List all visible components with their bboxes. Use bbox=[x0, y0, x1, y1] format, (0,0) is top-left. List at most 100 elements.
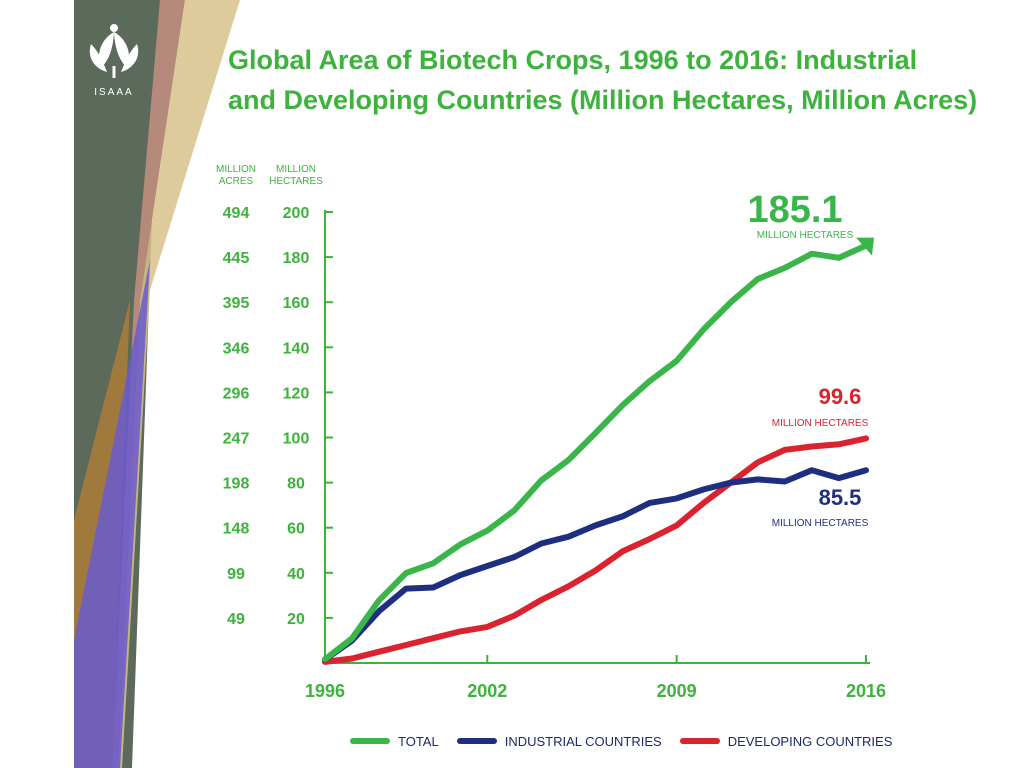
isaaa-logo: ISAAA bbox=[78, 22, 150, 98]
chart-title-line-2: and Developing Countries (Million Hectar… bbox=[228, 85, 978, 115]
data-point-1 bbox=[486, 565, 488, 567]
data-point-0 bbox=[378, 599, 380, 601]
x-tick-label: 1996 bbox=[305, 681, 345, 701]
data-point-2 bbox=[351, 657, 353, 659]
series-line-2 bbox=[322, 435, 869, 665]
y-tick-label-acres: 296 bbox=[223, 385, 250, 402]
annotation-value: 185.1 bbox=[747, 189, 842, 231]
isaaa-leaf-logo-icon bbox=[81, 24, 147, 84]
data-point-1 bbox=[513, 556, 515, 558]
data-point-1 bbox=[838, 477, 840, 479]
data-point-1 bbox=[378, 610, 380, 612]
x-tick-label: 2009 bbox=[657, 681, 697, 701]
y-axis-label-hectares-line-2: HECTARES bbox=[269, 176, 323, 187]
data-point-2 bbox=[513, 615, 515, 617]
chart-legend: TOTAL INDUSTRIAL COUNTRIES DEVELOPING CO… bbox=[350, 728, 910, 754]
data-point-2 bbox=[757, 461, 759, 463]
data-point-1 bbox=[703, 488, 705, 490]
data-point-2 bbox=[540, 599, 542, 601]
legend-item-developing: DEVELOPING COUNTRIES bbox=[679, 734, 892, 749]
y-tick-label-acres: 395 bbox=[223, 295, 250, 312]
annotation-value: 85.5 bbox=[819, 485, 862, 510]
data-point-0 bbox=[784, 267, 786, 269]
data-point-2 bbox=[622, 550, 624, 552]
y-axis-label-hectares-line-1: MILLION bbox=[276, 164, 316, 175]
data-point-1 bbox=[649, 502, 651, 504]
data-point-0 bbox=[676, 360, 678, 362]
data-point-1 bbox=[595, 524, 596, 526]
y-tick-label-acres: 49 bbox=[227, 611, 245, 628]
y-tick-label-acres: 99 bbox=[227, 566, 245, 583]
data-point-2 bbox=[405, 644, 407, 646]
data-point-1 bbox=[622, 515, 624, 517]
data-point-1 bbox=[757, 478, 759, 480]
y-tick-label-acres: 148 bbox=[223, 521, 250, 538]
chart-title: Global Area of Biotech Crops, 1996 to 20… bbox=[228, 40, 988, 120]
data-point-2 bbox=[486, 626, 488, 628]
total-arrowhead bbox=[856, 237, 874, 256]
data-point-0 bbox=[838, 257, 840, 259]
legend-swatch-industrial bbox=[456, 738, 497, 744]
annotation-unit: MILLION HECTARES bbox=[772, 418, 869, 429]
data-point-0 bbox=[649, 380, 651, 382]
data-point-2 bbox=[865, 437, 867, 439]
annotation-unit: MILLION HECTARES bbox=[757, 230, 854, 241]
data-point-0 bbox=[486, 530, 488, 532]
y-axis-label-acres-line-2: ACRES bbox=[219, 176, 254, 187]
data-point-2 bbox=[676, 524, 678, 526]
data-point-0 bbox=[730, 301, 732, 303]
legend-label-industrial: INDUSTRIAL COUNTRIES bbox=[504, 733, 662, 749]
y-tick-label-hectares: 160 bbox=[283, 295, 310, 312]
data-point-0 bbox=[567, 459, 569, 461]
y-axis-label-acres-line-1: MILLION bbox=[216, 164, 256, 175]
data-point-2 bbox=[459, 630, 461, 632]
data-point-0 bbox=[405, 572, 407, 574]
x-tick-label: 2002 bbox=[467, 681, 507, 701]
legend-swatch-total bbox=[350, 738, 390, 744]
legend-label-total: TOTAL bbox=[398, 733, 439, 749]
data-point-1 bbox=[811, 469, 813, 471]
data-point-0 bbox=[513, 509, 515, 511]
y-tick-label-hectares: 40 bbox=[287, 566, 305, 583]
data-point-1 bbox=[459, 574, 461, 576]
data-point-2 bbox=[432, 637, 434, 639]
y-tick-label-hectares: 20 bbox=[287, 611, 305, 628]
series-line-1 bbox=[322, 467, 869, 663]
panel-stripe-purple bbox=[74, 260, 150, 768]
data-point-2 bbox=[649, 538, 651, 540]
data-point-1 bbox=[405, 588, 407, 590]
y-tick-label-hectares: 120 bbox=[283, 385, 310, 402]
legend-item-total: TOTAL bbox=[350, 734, 439, 749]
data-point-2 bbox=[784, 449, 786, 451]
data-point-1 bbox=[730, 482, 732, 484]
data-point-1 bbox=[432, 586, 434, 588]
y-tick-label-acres: 494 bbox=[223, 205, 250, 222]
data-point-0 bbox=[324, 658, 326, 660]
y-tick-label-acres: 198 bbox=[223, 476, 250, 493]
y-tick-label-hectares: 180 bbox=[283, 250, 310, 267]
data-point-1 bbox=[784, 480, 786, 482]
y-axis-label-hectares: MILLION HECTARES bbox=[269, 164, 323, 187]
y-tick-label-acres: 445 bbox=[223, 250, 250, 267]
data-point-2 bbox=[567, 585, 569, 587]
data-point-0 bbox=[459, 543, 461, 545]
y-tick-label-hectares: 140 bbox=[283, 340, 310, 357]
data-point-2 bbox=[595, 570, 596, 572]
legend-item-industrial: INDUSTRIAL COUNTRIES bbox=[456, 733, 662, 749]
data-point-1 bbox=[567, 536, 569, 538]
annotation-unit: MILLION HECTARES bbox=[772, 518, 869, 529]
data-point-2 bbox=[838, 443, 840, 445]
data-point-0 bbox=[622, 404, 624, 406]
data-point-2 bbox=[378, 651, 380, 653]
annotation-value: 99.6 bbox=[819, 384, 862, 409]
y-axis-label-acres: MILLION ACRES bbox=[216, 164, 256, 187]
data-point-0 bbox=[432, 562, 434, 564]
data-point-0 bbox=[351, 637, 353, 639]
data-point-2 bbox=[811, 446, 813, 448]
y-tick-label-acres: 346 bbox=[223, 340, 250, 357]
data-point-0 bbox=[757, 278, 759, 280]
data-point-1 bbox=[540, 542, 542, 544]
data-point-0 bbox=[811, 253, 813, 255]
